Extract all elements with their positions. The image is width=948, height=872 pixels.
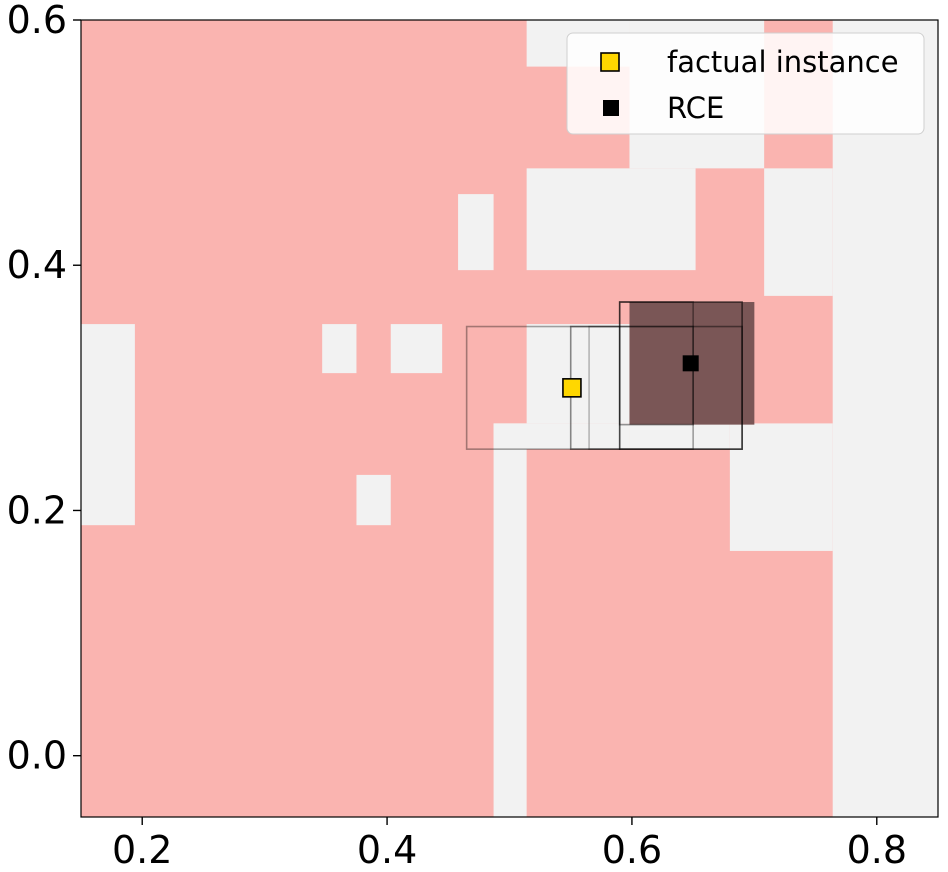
- candidate-box-3: [618, 301, 743, 450]
- negative-region-13: [729, 423, 833, 551]
- y-axis: 0.0 0.2 0.4 0.6: [7, 0, 81, 778]
- negative-region-2: [390, 324, 443, 374]
- negative-region-0: [81, 324, 135, 526]
- x-axis: 0.2 0.4 0.6 0.8: [112, 817, 907, 872]
- markers: [562, 355, 699, 398]
- negative-region-9: [832, 20, 938, 817]
- y-tick-label: 0.4: [7, 243, 67, 287]
- y-tick-label: 0.0: [7, 734, 67, 778]
- negative-region-10: [493, 423, 527, 817]
- y-tick-label: 0.2: [7, 488, 67, 532]
- legend-label-factual-instance: factual instance: [667, 45, 899, 79]
- plot-area: [81, 20, 938, 817]
- x-tick-label: 0.6: [602, 828, 662, 872]
- candidate-box-0: [465, 325, 694, 450]
- negative-region-11: [493, 423, 630, 450]
- negative-region-1: [322, 324, 357, 374]
- factual-instance-point: [562, 378, 582, 398]
- negative-region-6: [526, 168, 696, 271]
- legend-marker-factual-instance: [600, 52, 620, 72]
- plot-frame: [80, 19, 939, 818]
- x-tick-label: 0.2: [112, 828, 172, 872]
- negative-region-4: [458, 194, 494, 271]
- negative-region-12: [526, 324, 630, 424]
- rce-point: [682, 355, 699, 372]
- x-tick-label: 0.4: [357, 828, 417, 872]
- y-tick-label: 0.6: [7, 0, 67, 42]
- legend: factual instance RCE: [566, 32, 925, 135]
- legend-label-rce: RCE: [667, 91, 724, 125]
- x-tick-label: 0.8: [847, 828, 907, 872]
- legend-box: [566, 32, 925, 135]
- legend-marker-rce: [603, 100, 619, 116]
- negative-region-8: [764, 168, 833, 296]
- negative-region-14: [629, 423, 730, 450]
- negative-region-3: [356, 474, 391, 526]
